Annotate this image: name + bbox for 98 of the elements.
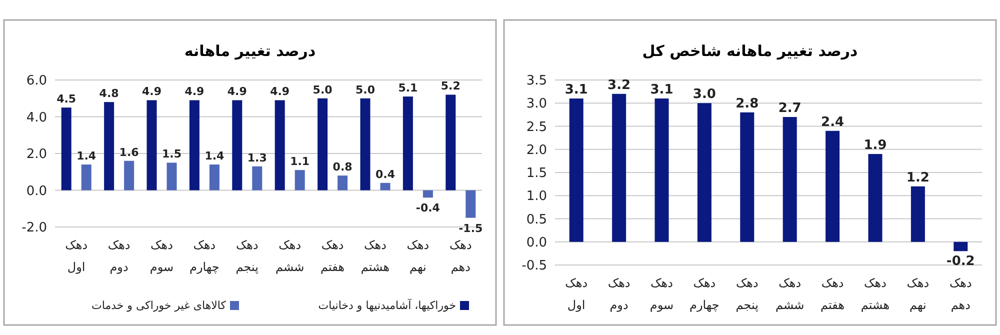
data-label: 4.9	[227, 85, 247, 98]
data-label: 3.1	[564, 82, 588, 98]
bar	[466, 190, 476, 218]
x-tick-label: دهک دهم	[949, 276, 972, 312]
legend-label: کالاهای غیر خوراکی و خدمات	[92, 299, 227, 312]
bar	[910, 186, 925, 242]
x-tick-label: دهک سوم	[650, 276, 674, 312]
x-tick-label: دهک پنجم	[236, 238, 258, 274]
x-tick-label: دهک سوم	[150, 238, 174, 274]
data-label: 1.6	[119, 146, 140, 159]
data-label: 0.8	[332, 160, 352, 174]
y-tick-label: 0.0	[526, 235, 547, 250]
data-label: 4.9	[184, 85, 204, 98]
y-tick-label: 2.0	[26, 147, 47, 162]
x-tick-label: دهک چهارم	[690, 276, 720, 312]
bar	[654, 98, 669, 242]
x-tick-label: دهک دوم	[608, 276, 630, 312]
data-label: 1.9	[864, 138, 887, 153]
x-tick-label: دهک اول	[565, 276, 588, 312]
bar	[294, 170, 305, 190]
y-tick-label: 2.5	[526, 120, 547, 135]
y-tick-label: -0.5	[522, 258, 547, 274]
bar	[124, 160, 134, 190]
y-tick-label: 3.0	[526, 96, 547, 112]
bar	[446, 94, 456, 190]
bar	[954, 242, 968, 252]
bar	[209, 164, 220, 190]
data-label: -1.5	[458, 222, 483, 235]
x-tick-label: دهک هشتم	[860, 276, 890, 312]
bar	[360, 98, 370, 190]
y-tick-label: 1.0	[526, 189, 547, 204]
bar	[338, 176, 348, 190]
data-label: 1.3	[247, 151, 267, 164]
x-tick-label: دهک نهم	[906, 276, 930, 312]
y-tick-label: 6.0	[26, 74, 47, 89]
bar	[166, 162, 177, 190]
data-label: 5.1	[398, 82, 418, 95]
bar	[422, 190, 433, 198]
bar	[232, 100, 242, 190]
data-label: 1.4	[204, 150, 225, 163]
data-label: 1.2	[906, 170, 930, 186]
data-label: 2.7	[778, 101, 802, 116]
y-tick-label: 2.0	[526, 142, 547, 158]
data-label: 4.8	[99, 87, 119, 100]
data-label: 5.0	[312, 83, 333, 96]
bar	[318, 98, 328, 190]
bar	[740, 112, 754, 242]
x-tick-label: دهک دهم	[449, 238, 472, 274]
x-tick-label: دهک ششم	[275, 238, 304, 274]
chart-title: درصد تغییر ماهانه	[184, 42, 316, 60]
chart-title: درصد تغییر ماهانه شاخص کل	[642, 42, 858, 60]
x-tick-label: دهک نهم	[406, 238, 430, 274]
bar	[826, 130, 840, 242]
bar	[189, 100, 200, 190]
data-label: 5.0	[356, 83, 376, 96]
data-label: 4.5	[56, 92, 76, 106]
bar	[697, 103, 712, 242]
y-tick-label: -2.0	[22, 220, 47, 236]
bar	[402, 96, 413, 190]
y-tick-label: 4.0	[26, 110, 47, 126]
x-tick-label: دهک ششم	[775, 276, 804, 312]
data-label: 3.0	[692, 87, 716, 102]
x-tick-label: دهک هفتم	[820, 276, 845, 312]
data-label: -0.4	[416, 202, 440, 215]
bar	[782, 117, 797, 242]
x-tick-label: دهک اول	[65, 238, 88, 274]
data-label: 4.9	[142, 85, 162, 98]
y-tick-label: 3.5	[526, 74, 547, 89]
data-label: 2.8	[736, 96, 759, 112]
bar	[274, 100, 285, 190]
data-label: 1.5	[162, 148, 182, 161]
data-label: 5.2	[440, 80, 460, 93]
data-label: 4.9	[270, 85, 290, 98]
x-tick-label: دهک پنجم	[736, 276, 758, 312]
legend-label: خوراکیها، آشامیدنیها و دخانیات	[318, 298, 456, 312]
bar	[81, 164, 92, 190]
bar	[569, 98, 584, 242]
bar	[61, 108, 72, 190]
data-label: 0.4	[376, 168, 396, 181]
y-tick-label: 0.0	[26, 184, 47, 199]
data-label: 1.1	[290, 155, 310, 168]
bar	[868, 154, 882, 242]
bar	[252, 166, 262, 190]
bar	[146, 100, 157, 190]
x-tick-label: دهک هشتم	[360, 238, 390, 274]
y-tick-label: 0.5	[526, 212, 547, 228]
data-label: 1.4	[76, 150, 96, 163]
x-tick-label: دهک دوم	[108, 238, 130, 274]
bar	[380, 182, 390, 190]
data-label: -0.2	[946, 254, 975, 270]
x-tick-label: دهک هفتم	[320, 238, 345, 274]
data-label: 3.2	[608, 78, 631, 93]
y-tick-label: 1.5	[526, 166, 547, 182]
bar	[104, 102, 114, 190]
data-label: 2.4	[821, 114, 844, 130]
x-tick-label: دهک چهارم	[190, 238, 220, 274]
data-label: 3.1	[650, 82, 674, 98]
bar	[612, 94, 626, 242]
